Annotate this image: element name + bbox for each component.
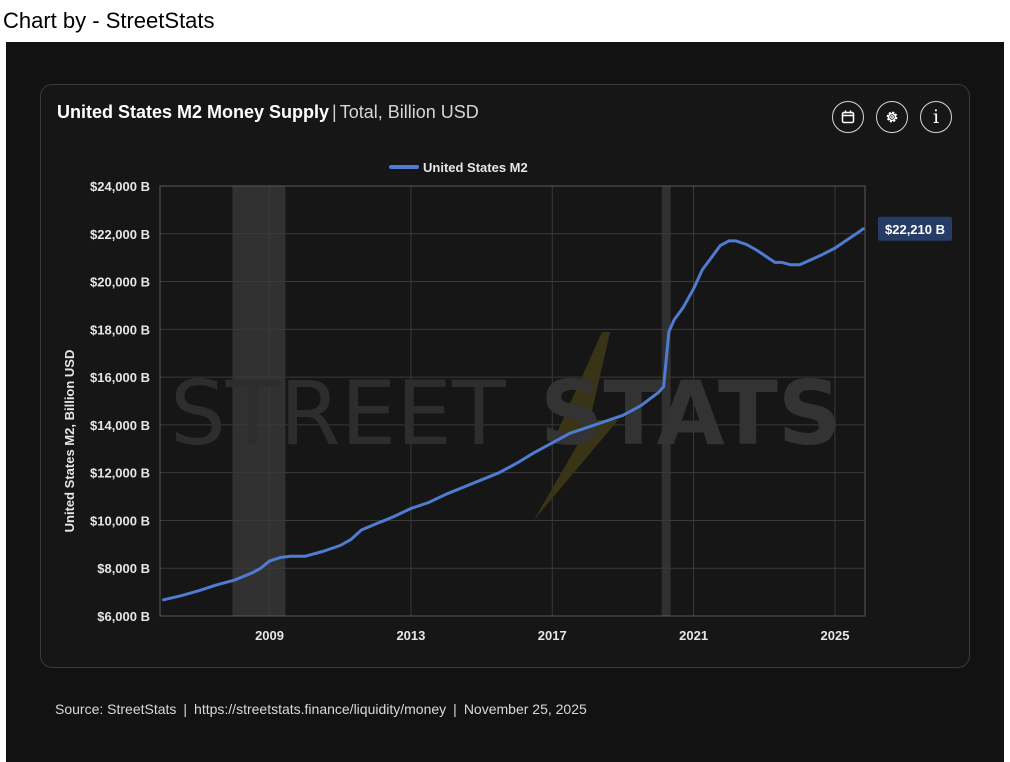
x-tick-label: 2013 [396, 628, 425, 643]
source-name: StreetStats [107, 701, 177, 717]
source-url[interactable]: https://streetstats.finance/liquidity/mo… [194, 701, 447, 717]
y-tick-label: $8,000 B [97, 561, 150, 576]
source-label: Source: [55, 701, 104, 717]
legend: United States M2 [389, 160, 528, 175]
y-tick-label: $12,000 B [90, 466, 150, 481]
y-tick-label: $16,000 B [90, 370, 150, 385]
y-tick-label: $18,000 B [90, 322, 150, 337]
card-title-separator: | [332, 102, 337, 122]
y-axis-title: United States M2, Billion USD [62, 350, 77, 533]
chart-panel: United States M2 Money Supply | Total, Bil… [6, 42, 1004, 762]
card-title: United States M2 Money Supply | Total, Bil… [57, 102, 479, 123]
chart-card: United States M2 Money Supply | Total, Bil… [40, 84, 970, 668]
recession-band [232, 186, 286, 616]
watermark: STREET STATS [170, 332, 841, 520]
last-value-badge-box [878, 216, 952, 241]
source-line: Source: StreetStats | https://streetstats.… [55, 701, 587, 717]
card-title-main: United States M2 Money Supply [57, 102, 330, 122]
recession-shading-layer [232, 186, 671, 616]
y-tick-label: $10,000 B [90, 513, 150, 528]
chart-caption: Chart by - StreetStats [3, 8, 215, 33]
last-value-badge-text: $22,210 B [885, 222, 945, 237]
calendar-icon [841, 110, 855, 124]
y-tick-label: $14,000 B [90, 418, 150, 433]
x-tick-label: 2025 [821, 628, 850, 643]
last-value-badge: $22,210 B [878, 216, 952, 241]
source-separator: | [453, 701, 457, 717]
y-tick-label: $6,000 B [97, 609, 150, 624]
x-tick-label: 2017 [538, 628, 567, 643]
x-tick-label: 2009 [255, 628, 284, 643]
info-button[interactable]: i [920, 101, 952, 133]
settings-button[interactable] [876, 101, 908, 133]
line-chart: STREET STATS $6,000 B $8,000 B $10,000 B $1… [62, 160, 952, 643]
gear-icon [886, 111, 898, 123]
axis-layer: $6,000 B $8,000 B $10,000 B $12,000 B $14,00… [90, 179, 866, 643]
recession-band [661, 186, 671, 616]
legend-label: United States M2 [423, 160, 528, 175]
card-title-subtitle: Total, Billion USD [339, 102, 479, 122]
x-tick-label: 2021 [679, 628, 708, 643]
series-line [162, 227, 865, 602]
calendar-button[interactable] [832, 101, 864, 133]
plot-frame [159, 185, 866, 617]
watermark-light-text: STREET [170, 362, 507, 465]
y-tick-label: $22,000 B [90, 227, 150, 242]
y-tick-label: $20,000 B [90, 275, 150, 290]
watermark-bolt-icon [534, 332, 618, 520]
y-tick-label: $24,000 B [90, 179, 150, 194]
series-layer [162, 227, 865, 602]
source-date: November 25, 2025 [463, 701, 587, 717]
info-icon: i [932, 106, 940, 128]
source-separator: | [183, 701, 188, 717]
watermark-bold-text: STATS [540, 362, 841, 465]
